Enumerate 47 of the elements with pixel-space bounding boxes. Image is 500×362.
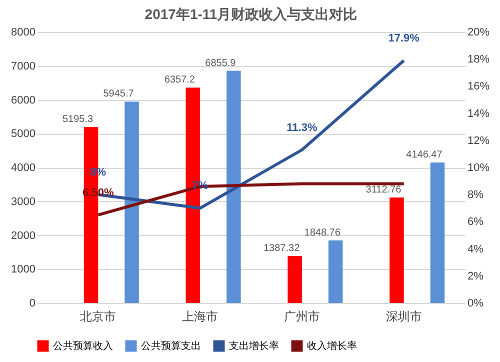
y-tick-label: 0 bbox=[29, 298, 36, 310]
data-label: 17.9% bbox=[388, 32, 420, 44]
data-label: 4146.47 bbox=[406, 150, 443, 161]
x-tick-label: 深圳市 bbox=[386, 310, 422, 324]
data-label: 5945.7 bbox=[103, 88, 134, 100]
data-label: 1848.76 bbox=[304, 227, 341, 238]
bar bbox=[124, 102, 139, 303]
y-tick-label: 2000 bbox=[11, 230, 36, 242]
y-tick-label: 6000 bbox=[11, 94, 36, 106]
y2-tick-label: 20% bbox=[468, 26, 490, 38]
data-label: 1387.32 bbox=[263, 243, 300, 254]
legend-label: 公共预算收入 bbox=[53, 340, 113, 352]
x-tick-label: 广州市 bbox=[284, 310, 320, 324]
y2-tick-label: 18% bbox=[468, 54, 490, 66]
y-tick-label: 4000 bbox=[11, 162, 36, 174]
data-label: 7% bbox=[192, 180, 208, 192]
y2-tick-label: 16% bbox=[468, 80, 490, 93]
x-tick-label: 北京市 bbox=[80, 310, 116, 324]
data-label: 11.3% bbox=[286, 122, 318, 134]
data-label: 6357.2 bbox=[164, 74, 196, 86]
y-tick-label: 1000 bbox=[11, 264, 36, 276]
y2-tick-label: 14% bbox=[468, 108, 490, 120]
bar bbox=[328, 240, 343, 303]
bar bbox=[288, 256, 302, 303]
y-tick-label: 7000 bbox=[11, 60, 36, 72]
legend-label: 支出增长率 bbox=[229, 340, 279, 352]
y-tick-label: 5000 bbox=[11, 128, 36, 140]
data-label: 3112.76 bbox=[366, 184, 402, 196]
y2-tick-label: 6% bbox=[468, 216, 484, 228]
data-label: 6855.9 bbox=[205, 58, 236, 69]
y-tick-label: 3000 bbox=[11, 196, 36, 208]
bar bbox=[226, 70, 241, 303]
y2-tick-label: 12% bbox=[468, 134, 490, 147]
y2-tick-label: 10% bbox=[468, 162, 490, 174]
y2-tick-label: 4% bbox=[468, 243, 484, 256]
legend-label: 公共预算支出 bbox=[141, 340, 201, 352]
x-tick-label: 上海市 bbox=[182, 310, 218, 324]
data-label: 6.50% bbox=[82, 186, 114, 199]
data-label: 5195.3 bbox=[62, 114, 94, 126]
y2-tick-label: 8% bbox=[468, 189, 484, 202]
y2-tick-label: 0% bbox=[468, 298, 484, 310]
y2-tick-label: 2% bbox=[468, 270, 484, 282]
bar bbox=[430, 162, 445, 303]
y-tick-label: 8000 bbox=[11, 26, 36, 38]
legend-label: 收入增长率 bbox=[307, 340, 357, 352]
bar bbox=[390, 198, 404, 303]
chart-title: 2017年1-11月财政收入与支出对比 bbox=[144, 6, 358, 22]
